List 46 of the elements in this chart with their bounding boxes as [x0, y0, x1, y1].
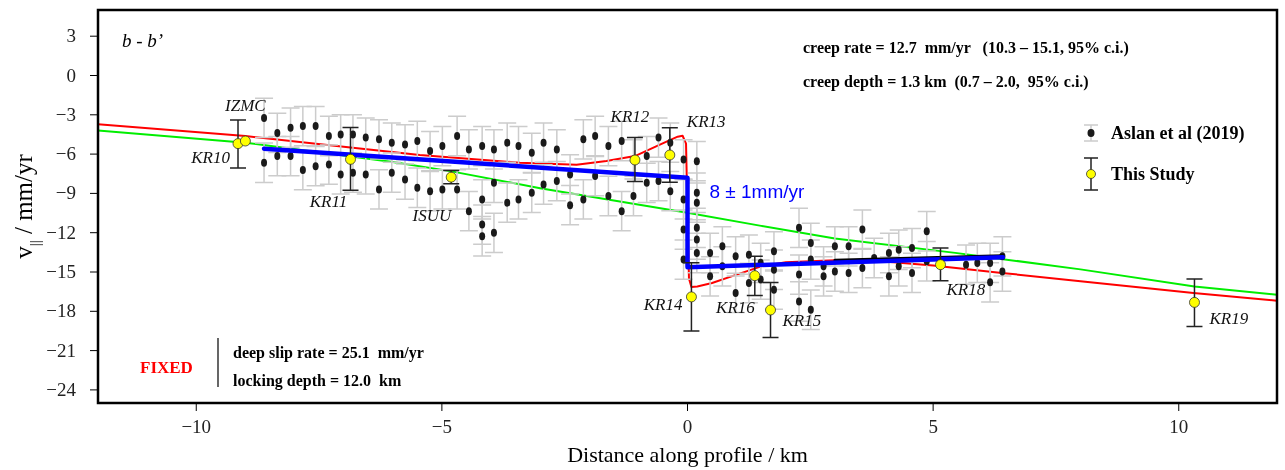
point — [629, 154, 641, 166]
y-tick-label: −12 — [46, 221, 76, 243]
legend-label: This Study — [1111, 164, 1195, 184]
annotation: KR11 — [308, 192, 348, 212]
x-tick-label: −5 — [431, 416, 452, 437]
annotation: KR12 — [609, 107, 650, 126]
point — [765, 304, 776, 316]
point — [664, 149, 676, 161]
point — [749, 270, 761, 282]
annotation: KR19 — [1208, 309, 1249, 329]
point — [345, 153, 356, 165]
annotation: KR14 — [642, 294, 683, 314]
y-tick-label: 3 — [66, 25, 76, 47]
y-tick-label: 0 — [66, 64, 76, 86]
line-series — [261, 146, 1006, 270]
annotation: ISUU — [411, 206, 453, 226]
point — [1189, 296, 1200, 308]
point — [239, 135, 251, 147]
x-tick-label: 10 — [1169, 416, 1189, 437]
annotation: 8 ± 1mm/yr — [709, 180, 806, 202]
x-tick-label: −10 — [181, 416, 212, 437]
annotation: locking depth = 12.0 km — [233, 372, 402, 390]
point — [686, 291, 697, 303]
y-tick-label: −24 — [46, 378, 77, 400]
annotation: KR15 — [781, 310, 822, 330]
annotation: creep rate = 12.7 mm/yr (10.3 – 15.1, 95% c.i.) — [803, 39, 1129, 57]
annotation: KR18 — [945, 279, 986, 299]
x-axis-title: Distance along profile / km — [567, 442, 808, 467]
point — [935, 259, 946, 271]
annotation: KR13 — [685, 112, 726, 132]
y-tick-label: −18 — [46, 300, 76, 322]
legend-label: Aslan et al (2019) — [1111, 123, 1245, 144]
annotation: creep depth = 1.3 km (0.7 – 2.0, 95% c.i.) — [803, 73, 1089, 91]
annotation: IZMC — [224, 96, 267, 115]
annotation: KR10 — [190, 147, 231, 167]
y-tick-label: −3 — [55, 103, 76, 125]
y-tick-label: −6 — [55, 143, 76, 165]
x-tick-label: 0 — [682, 416, 693, 437]
annotation: KR16 — [715, 297, 756, 317]
y-tick-label: −21 — [46, 339, 76, 361]
annotation: FIXED — [140, 358, 193, 377]
annotation: deep slip rate = 25.1 mm/yr — [233, 344, 424, 362]
y-tick-label: −9 — [55, 182, 76, 204]
y-tick-label: −15 — [46, 261, 76, 282]
x-tick-label: 5 — [928, 416, 938, 437]
annotation: b - b’ — [122, 30, 164, 51]
